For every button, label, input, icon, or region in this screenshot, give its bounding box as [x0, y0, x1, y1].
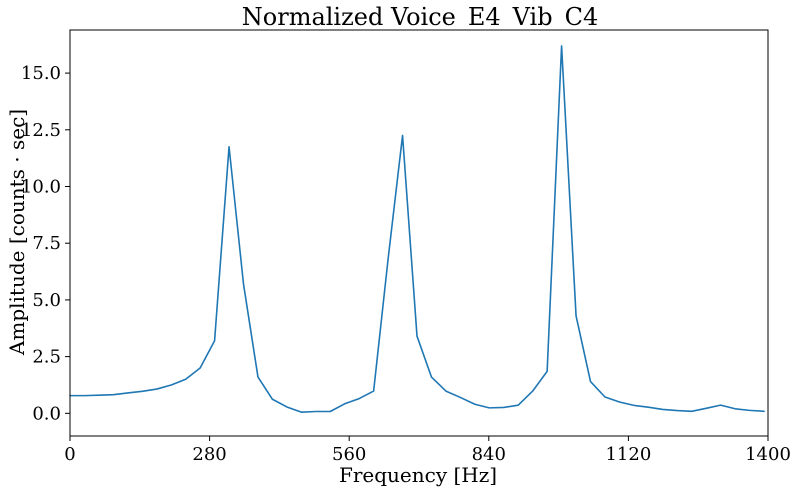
axes-frame	[69, 29, 769, 437]
plot-area	[69, 29, 769, 437]
y-axis-label: Amplitude [counts · sec]	[5, 109, 29, 356]
y-tick-label: 15.0	[21, 63, 61, 84]
y-tick-label: 7.5	[32, 233, 61, 254]
y-tick-label: 5.0	[32, 290, 61, 311]
y-tick-label: 2.5	[32, 347, 61, 368]
y-tick-label: 12.5	[21, 120, 61, 141]
y-tick-label: 0.0	[32, 403, 61, 424]
x-axis-label: Frequency [Hz]	[339, 463, 497, 487]
x-tick-label: 280	[192, 444, 226, 465]
x-tick-label: 840	[472, 444, 506, 465]
series-line-0	[69, 45, 765, 413]
x-tick-label: 560	[332, 444, 366, 465]
x-axis-ticks: 0 280 560 840 1120 1400	[64, 436, 791, 465]
chart-title: Normalized Voice_E4_Vib_C4	[242, 3, 598, 31]
x-tick-label: 1120	[605, 444, 651, 465]
y-axis-ticks: 0.0 2.5 5.0 7.5 10.0 12.5 15.0	[21, 63, 70, 424]
y-tick-label: 10.0	[21, 177, 61, 198]
x-tick-label: 0	[64, 444, 75, 465]
x-tick-label: 1400	[745, 444, 791, 465]
